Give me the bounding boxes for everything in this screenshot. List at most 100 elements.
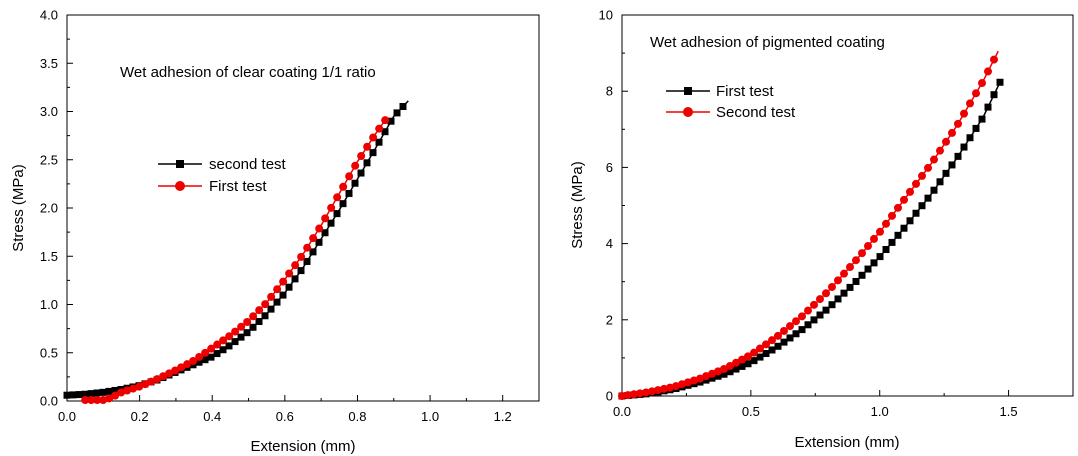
data-point xyxy=(942,137,950,146)
y-tick-label: 1.5 xyxy=(40,249,58,264)
data-point xyxy=(972,89,980,98)
data-point xyxy=(846,283,854,291)
data-point xyxy=(165,369,174,378)
axis-ticks: 0.0 0.2 0.4 0.6 0.8 1.0 1.2 0.0 0.5 1.0 1.5 2.0 2.5 3… xyxy=(40,8,540,424)
data-point xyxy=(768,346,776,354)
data-point xyxy=(822,306,830,314)
data-point xyxy=(882,246,890,254)
data-point xyxy=(882,219,890,228)
data-point xyxy=(894,231,902,239)
data-point xyxy=(942,169,950,177)
axis-ticks: 0.0 0.5 1.0 1.5 0 2 4 6 8 10 xyxy=(599,8,1074,419)
y-tick-label: 10 xyxy=(599,8,613,23)
data-point xyxy=(327,219,335,227)
data-point xyxy=(93,389,101,397)
data-point xyxy=(195,352,204,361)
y-tick-label: 2.5 xyxy=(40,152,58,167)
data-point xyxy=(756,353,764,361)
data-point xyxy=(864,265,872,273)
data-point xyxy=(744,360,752,368)
data-point xyxy=(630,390,638,399)
data-point xyxy=(285,269,294,278)
data-point xyxy=(660,384,668,393)
data-point xyxy=(780,338,788,346)
data-point xyxy=(201,348,210,357)
data-point xyxy=(345,172,354,181)
data-point xyxy=(303,257,311,265)
legend-label-first-test: First test xyxy=(716,83,774,100)
data-point xyxy=(159,372,168,381)
y-tick-label: 0 xyxy=(606,389,613,404)
data-point xyxy=(177,363,186,372)
data-point xyxy=(954,152,962,160)
data-point xyxy=(888,238,896,246)
data-point xyxy=(726,368,734,376)
data-point xyxy=(369,149,377,157)
data-point xyxy=(75,391,83,399)
data-marks xyxy=(63,100,409,405)
data-point xyxy=(948,161,956,169)
data-point xyxy=(219,346,227,354)
legend-marker-second-test xyxy=(683,107,693,117)
chart-annotation: Wet adhesion of pigmented coating xyxy=(650,34,885,51)
data-point xyxy=(207,344,216,353)
data-point xyxy=(996,78,1004,86)
data-point xyxy=(117,388,126,397)
data-point xyxy=(714,372,722,380)
data-point xyxy=(960,109,968,118)
data-point xyxy=(762,350,770,358)
data-point xyxy=(906,187,914,196)
data-point xyxy=(363,159,371,167)
data-point xyxy=(924,194,932,202)
data-point xyxy=(345,189,353,197)
data-point xyxy=(87,390,95,398)
x-tick-label: 0.2 xyxy=(131,409,149,424)
x-tick-label: 0.0 xyxy=(613,404,631,419)
data-point xyxy=(291,275,299,283)
data-point xyxy=(966,134,974,142)
data-point xyxy=(135,382,144,391)
data-point xyxy=(810,316,818,324)
data-point xyxy=(852,277,860,285)
data-point xyxy=(81,390,89,398)
data-point xyxy=(768,336,776,345)
y-tick-label: 0.5 xyxy=(40,345,58,360)
data-point xyxy=(720,370,728,378)
data-point xyxy=(756,344,764,353)
data-point xyxy=(231,327,240,336)
data-point xyxy=(978,115,986,123)
data-point xyxy=(834,295,842,303)
data-point xyxy=(654,386,662,395)
data-point xyxy=(936,178,944,186)
data-point xyxy=(213,340,222,349)
data-point xyxy=(834,276,842,285)
data-point xyxy=(231,338,239,346)
data-point xyxy=(786,322,794,331)
data-point xyxy=(255,318,263,326)
data-point xyxy=(333,193,342,202)
data-point xyxy=(948,128,956,137)
data-point xyxy=(930,186,938,194)
data-point xyxy=(393,109,401,117)
x-tick-label: 0.8 xyxy=(348,409,366,424)
data-point xyxy=(69,391,77,399)
data-point xyxy=(876,227,884,236)
data-point xyxy=(738,355,746,364)
data-point xyxy=(906,217,914,225)
data-point xyxy=(183,360,192,369)
data-point xyxy=(684,378,692,387)
data-point xyxy=(900,224,908,232)
data-point xyxy=(666,383,674,392)
data-point xyxy=(846,263,854,272)
data-point xyxy=(636,389,644,398)
data-point xyxy=(321,214,330,223)
chart-clear-coating: 0.0 0.2 0.4 0.6 0.8 1.0 1.2 0.0 0.5 1.0 1.5 2.0 2.5 3… xyxy=(10,8,540,455)
data-point xyxy=(672,382,680,391)
x-tick-label: 1.5 xyxy=(1000,404,1018,419)
legend-label-second-test: Second test xyxy=(716,104,796,121)
data-point xyxy=(267,305,275,313)
data-point xyxy=(381,116,390,125)
data-point xyxy=(954,119,962,128)
x-tick-label: 0.4 xyxy=(203,409,221,424)
data-point xyxy=(798,326,806,334)
